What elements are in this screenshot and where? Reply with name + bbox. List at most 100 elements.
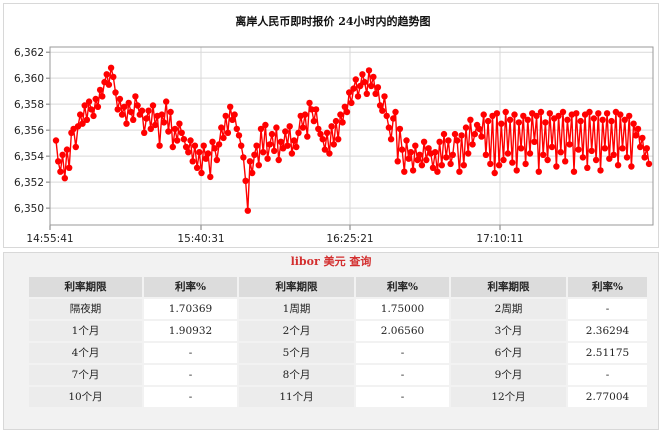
data-point bbox=[484, 117, 492, 125]
data-point bbox=[482, 151, 490, 158]
data-point bbox=[553, 163, 560, 170]
data-point bbox=[238, 142, 245, 149]
data-point bbox=[634, 125, 642, 133]
y-tick-label: 6,362 bbox=[14, 47, 44, 59]
data-point bbox=[498, 120, 505, 127]
data-point bbox=[277, 138, 285, 145]
data-point bbox=[641, 154, 648, 161]
data-point bbox=[535, 168, 542, 175]
data-point bbox=[176, 120, 183, 127]
data-point bbox=[438, 162, 445, 169]
data-point bbox=[542, 119, 549, 126]
data-point bbox=[387, 136, 395, 143]
data-point bbox=[579, 154, 587, 161]
y-tick-label: 6,358 bbox=[14, 99, 44, 111]
data-point bbox=[61, 175, 68, 182]
data-point bbox=[458, 132, 465, 139]
data-point bbox=[372, 90, 379, 98]
y-tick-label: 6,352 bbox=[14, 177, 44, 189]
header-term: 利率期限 bbox=[239, 277, 354, 297]
data-point bbox=[537, 108, 545, 116]
term-cell: 10个月 bbox=[29, 387, 142, 407]
data-point bbox=[114, 106, 121, 113]
data-point bbox=[517, 145, 525, 152]
data-point bbox=[370, 73, 377, 81]
data-point bbox=[235, 132, 243, 139]
data-point bbox=[379, 107, 386, 114]
term-cell: 4个月 bbox=[29, 343, 142, 363]
rate-cell: - bbox=[144, 343, 237, 363]
data-point bbox=[141, 129, 148, 136]
data-point bbox=[315, 125, 322, 133]
data-point bbox=[304, 133, 311, 140]
data-point bbox=[330, 141, 337, 148]
data-point bbox=[414, 156, 421, 164]
data-point bbox=[257, 125, 265, 133]
data-point bbox=[493, 110, 501, 117]
data-point bbox=[266, 141, 273, 148]
data-point bbox=[520, 112, 527, 120]
data-point bbox=[233, 125, 240, 133]
rate-cell: 1.90932 bbox=[144, 321, 237, 341]
header-rate: 利率% bbox=[568, 277, 647, 297]
data-point bbox=[630, 120, 637, 127]
data-point bbox=[125, 99, 132, 107]
data-point bbox=[260, 149, 267, 156]
data-point bbox=[575, 146, 582, 153]
data-point bbox=[96, 86, 104, 94]
data-point bbox=[480, 111, 487, 118]
data-point bbox=[590, 115, 598, 122]
data-point bbox=[425, 145, 432, 152]
data-point bbox=[434, 168, 441, 175]
data-point bbox=[559, 108, 567, 116]
data-point bbox=[531, 138, 538, 145]
data-point bbox=[215, 141, 223, 148]
data-point bbox=[603, 110, 611, 117]
data-point bbox=[227, 103, 234, 111]
data-point bbox=[645, 160, 653, 168]
data-point bbox=[143, 115, 150, 122]
data-point bbox=[526, 150, 534, 157]
data-point bbox=[57, 168, 64, 175]
chart-title: 离岸人民币即时报价 24小时内的趋势图 bbox=[235, 14, 430, 28]
data-point bbox=[211, 145, 218, 152]
data-point bbox=[293, 143, 300, 151]
y-axis: 6,350 6,352 6,354 6,356 6,358 6,360 6,362 bbox=[14, 47, 44, 215]
data-point bbox=[445, 137, 452, 144]
data-point bbox=[66, 164, 73, 171]
data-point bbox=[165, 128, 172, 135]
data-point bbox=[158, 111, 165, 118]
rate-cell: - bbox=[568, 299, 647, 319]
data-point bbox=[156, 142, 163, 149]
data-point bbox=[524, 116, 531, 124]
data-point bbox=[354, 93, 362, 100]
data-point bbox=[275, 156, 282, 164]
data-point bbox=[308, 106, 315, 113]
data-point bbox=[202, 155, 210, 162]
data-point bbox=[180, 136, 188, 143]
data-point bbox=[337, 111, 344, 118]
data-point bbox=[544, 156, 551, 164]
term-cell: 隔夜期 bbox=[29, 299, 142, 319]
data-point bbox=[601, 145, 609, 152]
data-point bbox=[288, 150, 296, 157]
chart-panel: 离岸人民币即时报价 24小时内的趋势图 6,350 6,352 6,354 6,356… bbox=[3, 3, 659, 248]
libor-query-link[interactable]: libor 美元 查询 bbox=[290, 255, 372, 268]
data-point bbox=[443, 154, 450, 161]
x-tick-label: 14:55:41 bbox=[26, 233, 73, 245]
data-point bbox=[420, 138, 428, 145]
data-point bbox=[319, 136, 326, 143]
data-point bbox=[282, 128, 289, 135]
data-point bbox=[513, 167, 520, 174]
data-point bbox=[584, 164, 591, 171]
data-point bbox=[88, 106, 95, 113]
data-point bbox=[196, 149, 203, 156]
data-point bbox=[385, 124, 393, 131]
rate-cell: 2.51175 bbox=[568, 343, 647, 363]
data-point bbox=[55, 158, 62, 165]
data-point bbox=[147, 125, 154, 133]
table-row: 4个月 - 5个月 - 6个月 2.51175 bbox=[29, 343, 647, 363]
data-point bbox=[398, 146, 406, 153]
term-cell: 12个月 bbox=[451, 387, 566, 407]
data-point bbox=[374, 84, 382, 91]
